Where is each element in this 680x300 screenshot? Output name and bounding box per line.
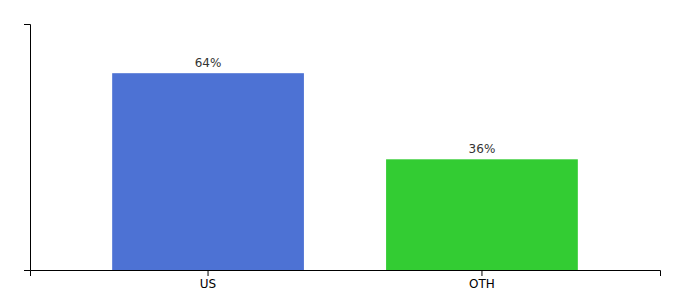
chart-svg: US OTH 64% 36% [0,0,680,300]
x-tick-label: OTH [469,277,495,291]
bar [386,159,578,270]
y-axis [24,25,31,271]
x-tick: US [200,270,216,291]
x-tick-label: US [200,277,216,291]
data-label: 36% [469,142,496,156]
x-axis-line [31,271,661,277]
x-tick-mark [481,270,482,276]
data-labels: 64% 36% [195,56,496,156]
plot-area: US OTH 64% 36% [24,25,661,291]
x-tick-mark [208,270,209,276]
chart-container: US OTH 64% 36% [0,0,680,300]
x-axis: US OTH [31,270,661,291]
x-tick: OTH [469,270,495,291]
y-axis-line [24,25,31,271]
data-label: 64% [195,56,222,70]
bar [112,73,304,270]
bars [112,73,578,270]
